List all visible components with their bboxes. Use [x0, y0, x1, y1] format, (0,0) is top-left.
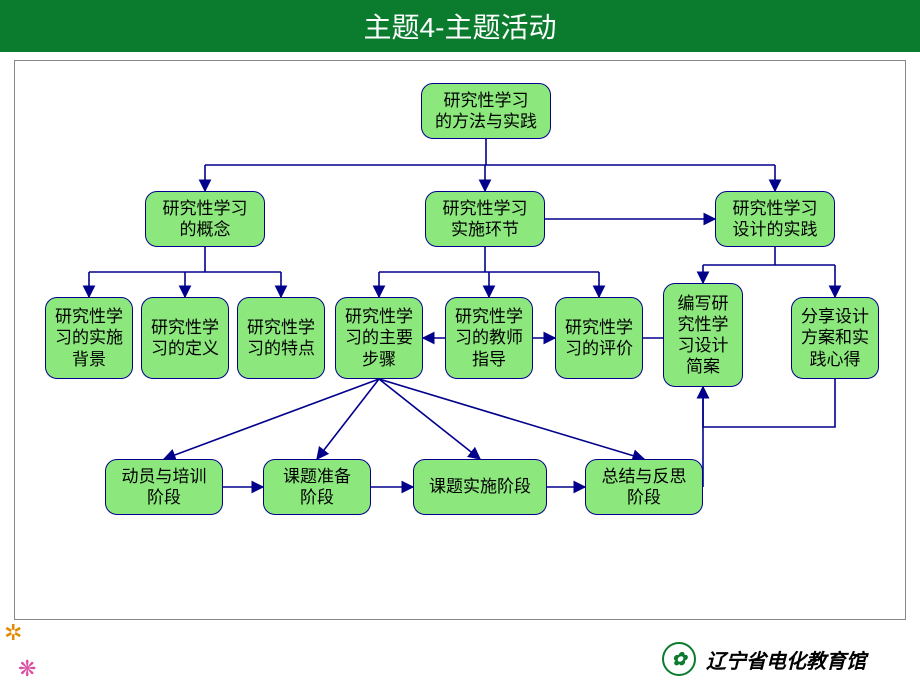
flow-node-l3a: 动员与培训阶段 — [105, 459, 223, 515]
flow-node-l2a2: 研究性学习的定义 — [141, 297, 229, 379]
flow-node-l3c: 课题实施阶段 — [413, 459, 547, 515]
flow-node-l3d: 总结与反思阶段 — [585, 459, 703, 515]
org-logo-icon: ✿ — [662, 642, 696, 676]
flow-node-l2a1: 研究性学习的实施背景 — [45, 297, 133, 379]
flow-node-l3b: 课题准备阶段 — [263, 459, 371, 515]
flow-node-l1c: 研究性学习设计的实践 — [715, 191, 835, 247]
slide-header: 主题4-主题活动 — [0, 0, 920, 52]
decoration-icon: ❋ — [18, 656, 36, 682]
flow-node-l2b3: 研究性学习的评价 — [555, 297, 643, 379]
flow-node-l2b2: 研究性学习的教师指导 — [445, 297, 533, 379]
footer: ✿ 辽宁省电化教育馆 — [662, 642, 866, 676]
flow-node-l2a3: 研究性学习的特点 — [237, 297, 325, 379]
diagram-canvas: 研究性学习的方法与实践研究性学习的概念 研究性学习实施环节 研究性学习设计的实践研究… — [14, 60, 906, 620]
decoration-icon: ✲ — [4, 620, 22, 646]
slide-title: 主题4-主题活动 — [364, 6, 557, 46]
flow-node-l1a: 研究性学习的概念 — [145, 191, 265, 247]
flow-node-l2c1: 编写研究性学习设计简案 — [663, 283, 743, 387]
flow-node-root: 研究性学习的方法与实践 — [421, 83, 551, 139]
flow-node-l2c2: 分享设计方案和实践心得 — [791, 297, 879, 379]
flow-node-l2b1: 研究性学习的主要步骤 — [335, 297, 423, 379]
org-name: 辽宁省电化教育馆 — [706, 645, 866, 674]
flow-node-l1b: 研究性学习实施环节 — [425, 191, 545, 247]
